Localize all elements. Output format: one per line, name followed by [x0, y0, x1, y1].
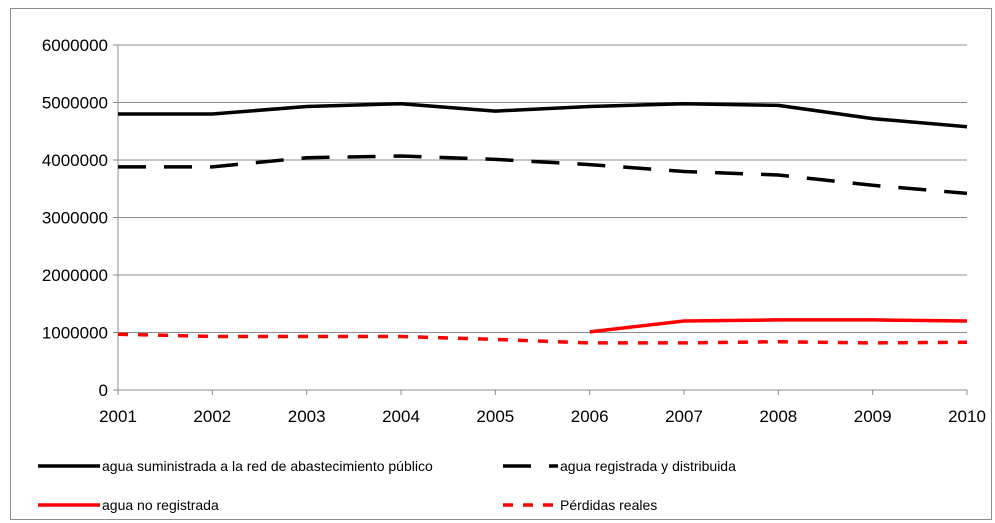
axes — [113, 44, 968, 395]
x-tick-label: 2010 — [948, 407, 986, 426]
legend-label: agua suministrada a la red de abastecimi… — [102, 458, 433, 474]
y-tick-label: 5000000 — [42, 94, 108, 113]
y-tick-labels: 0 1000000 2000000 3000000 4000000 5000000 6000… — [42, 36, 108, 400]
gridlines — [118, 44, 967, 333]
x-tick-label: 2003 — [288, 407, 326, 426]
x-tick-label: 2009 — [854, 407, 892, 426]
x-tick-label: 2006 — [571, 407, 609, 426]
y-tick-label: 1000000 — [42, 324, 108, 343]
y-tick-label: 0 — [99, 381, 108, 400]
x-tick-labels: 2001 2002 2003 2004 2005 2006 2007 2008 2009 2010 — [99, 407, 986, 426]
legend-label: agua no registrada — [102, 497, 219, 513]
legend: agua suministrada a la red de abastecimi… — [38, 458, 736, 513]
y-tick-label: 4000000 — [42, 151, 108, 170]
series-line-1 — [118, 101, 968, 129]
x-tick-label: 2001 — [99, 407, 137, 426]
x-tick-label: 2007 — [665, 407, 703, 426]
x-tick-label: 2004 — [382, 407, 420, 426]
series-line-4 — [117, 332, 968, 345]
y-tick-label: 6000000 — [42, 36, 108, 55]
legend-label: agua registrada y distribuida — [560, 458, 736, 474]
y-tick-label: 3000000 — [42, 209, 108, 228]
x-tick-label: 2002 — [193, 407, 231, 426]
x-tick-label: 2008 — [759, 407, 797, 426]
y-tick-label: 2000000 — [42, 266, 108, 285]
legend-label: Pérdidas reales — [560, 497, 657, 513]
plot-area — [117, 101, 968, 345]
chart-frame — [10, 8, 992, 520]
series-line-3 — [589, 318, 968, 334]
series-line-2 — [118, 154, 968, 196]
x-tick-label: 2005 — [476, 407, 514, 426]
